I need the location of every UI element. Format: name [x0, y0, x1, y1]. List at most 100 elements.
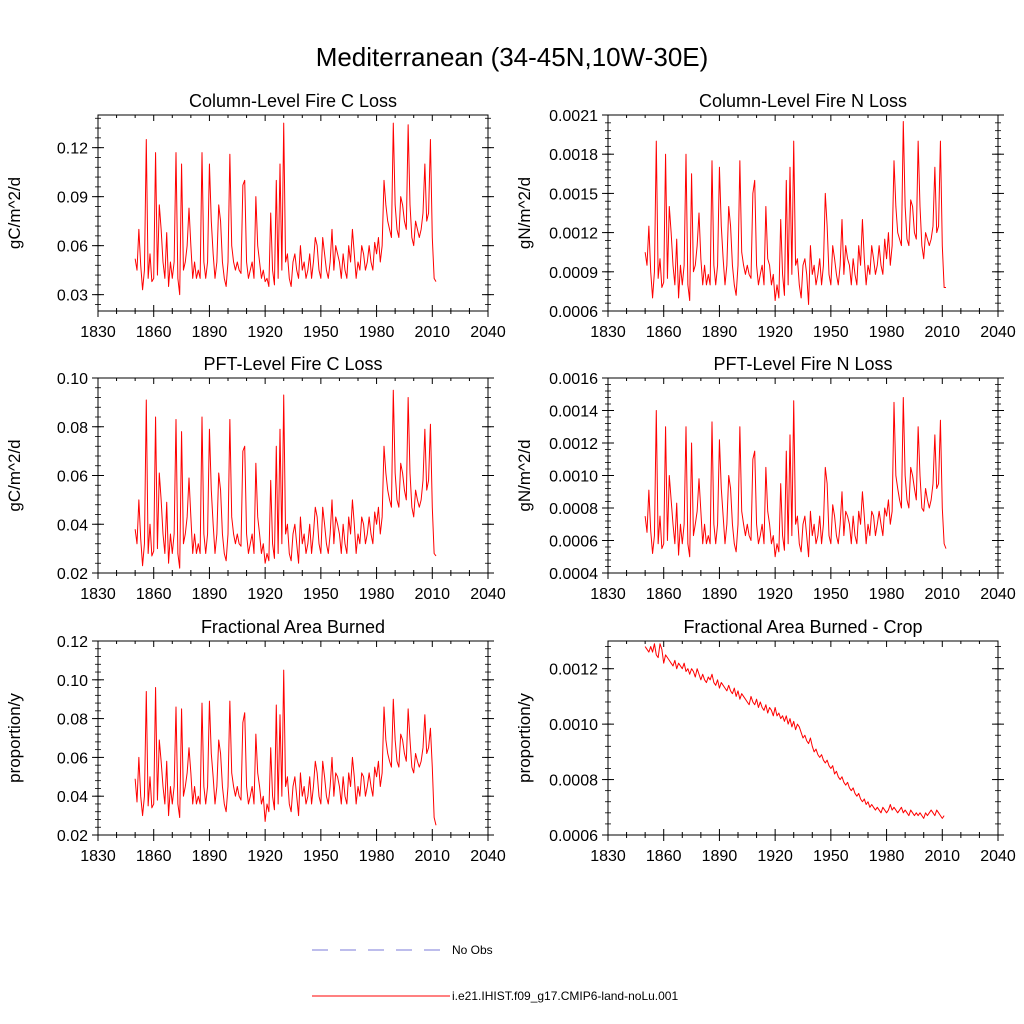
x-tick-label: 2040	[470, 848, 506, 865]
x-tick-label: 1890	[192, 586, 228, 603]
x-tick-label: 1860	[136, 848, 172, 865]
y-tick-label: 0.12	[57, 634, 88, 651]
panel-6: 1830 1860 1890 1920 1950 1980 2010 2040 0.0006 0.…	[515, 617, 1016, 865]
y-tick-label: 0.0012	[549, 226, 598, 243]
y-axis-label: gN/m^2/d	[515, 177, 534, 249]
x-tick-label: 1830	[590, 324, 626, 341]
y-tick-label: 0.02	[57, 566, 88, 583]
y-tick-label: 0.06	[57, 750, 88, 767]
y-tick-label: 0.04	[57, 517, 88, 534]
plot-frame	[97, 114, 489, 312]
x-tick-label: 1920	[247, 586, 283, 603]
y-axis-label: proportion/y	[515, 693, 534, 783]
x-tick-label: 2010	[924, 848, 960, 865]
x-tick-label: 1830	[80, 586, 116, 603]
y-tick-label: 0.0006	[549, 304, 598, 321]
y-tick-label: 0.0018	[549, 147, 598, 164]
x-tick-label: 1950	[303, 586, 339, 603]
series-line	[134, 389, 437, 569]
x-tick-label: 1830	[80, 324, 116, 341]
x-tick-label: 2040	[980, 324, 1016, 341]
y-tick-label: 0.10	[57, 673, 88, 690]
x-tick-label: 1920	[757, 586, 793, 603]
panel-title: Fractional Area Burned	[201, 617, 385, 637]
y-tick-label: 0.06	[57, 469, 88, 486]
x-tick-label: 1950	[813, 324, 849, 341]
figure-title: Mediterranean (34-45N,10W-30E)	[316, 42, 709, 72]
series-line	[644, 643, 945, 819]
y-tick-label: 0.0004	[549, 566, 598, 583]
y-tick-label: 0.0012	[549, 662, 598, 679]
x-tick-label: 1830	[590, 586, 626, 603]
panel-5: 1830 1860 1890 1920 1950 1980 2010 2040 0.02 0.04…	[5, 617, 506, 865]
series-line	[134, 122, 437, 296]
panel-title: PFT-Level Fire N Loss	[713, 354, 892, 374]
y-tick-label: 0.0006	[549, 828, 598, 845]
x-tick-label: 1890	[702, 324, 738, 341]
legend-label-no-obs: No Obs	[452, 943, 493, 957]
panels: 1830 1860 1890 1920 1950 1980 2010 2040 0.03 0.06…	[5, 91, 1016, 865]
x-tick-label: 1920	[757, 848, 793, 865]
plot-frame	[607, 114, 999, 312]
legend-label-model: i.e21.IHIST.f09_g17.CMIP6-land-noLu.001	[452, 989, 678, 1003]
y-tick-label: 0.0008	[549, 501, 598, 518]
x-tick-label: 2010	[924, 324, 960, 341]
series-line	[644, 121, 946, 305]
panel-title: Column-Level Fire N Loss	[699, 91, 907, 111]
x-tick-label: 1920	[757, 324, 793, 341]
legend: No Obs i.e21.IHIST.f09_g17.CMIP6-land-no…	[312, 943, 678, 1003]
y-tick-label: 0.0012	[549, 436, 598, 453]
y-tick-label: 0.0008	[549, 773, 598, 790]
panel-title: Fractional Area Burned - Crop	[683, 617, 922, 637]
x-tick-label: 1830	[590, 848, 626, 865]
x-tick-label: 1950	[813, 586, 849, 603]
y-tick-label: 0.04	[57, 789, 88, 806]
y-tick-label: 0.0016	[549, 371, 598, 388]
x-tick-label: 2010	[414, 586, 450, 603]
series-line	[644, 397, 947, 558]
x-tick-label: 2040	[980, 586, 1016, 603]
y-tick-label: 0.0015	[549, 186, 598, 203]
y-axis-label: gN/m^2/d	[515, 439, 534, 511]
x-tick-label: 1890	[702, 586, 738, 603]
x-tick-label: 1830	[80, 848, 116, 865]
x-tick-label: 1860	[646, 586, 682, 603]
y-axis-label: gC/m^2/d	[5, 439, 24, 511]
y-tick-label: 0.0010	[549, 717, 598, 734]
x-tick-label: 1980	[869, 324, 905, 341]
x-tick-label: 1920	[247, 324, 283, 341]
x-tick-label: 2040	[470, 324, 506, 341]
plot-frame	[607, 640, 999, 836]
x-tick-label: 2040	[980, 848, 1016, 865]
x-tick-label: 2010	[924, 586, 960, 603]
x-tick-label: 2040	[470, 586, 506, 603]
y-tick-label: 0.02	[57, 828, 88, 845]
y-tick-label: 0.12	[57, 141, 88, 158]
y-tick-label: 0.0006	[549, 534, 598, 551]
x-tick-label: 1860	[646, 848, 682, 865]
y-tick-label: 0.0021	[549, 108, 598, 125]
plot-frame	[97, 640, 489, 836]
panel-1: 1830 1860 1890 1920 1950 1980 2010 2040 0.03 0.06…	[5, 91, 506, 341]
y-tick-label: 0.09	[57, 190, 88, 207]
y-tick-label: 0.0010	[549, 469, 598, 486]
x-tick-label: 1860	[136, 586, 172, 603]
x-tick-label: 1980	[359, 848, 395, 865]
series-line	[134, 669, 437, 826]
y-axis-label: gC/m^2/d	[5, 177, 24, 249]
x-tick-label: 2010	[414, 848, 450, 865]
panel-title: PFT-Level Fire C Loss	[203, 354, 382, 374]
x-tick-label: 1860	[136, 324, 172, 341]
x-tick-label: 1950	[813, 848, 849, 865]
x-tick-label: 1920	[247, 848, 283, 865]
panel-2: 1830 1860 1890 1920 1950 1980 2010 2040 0.0006 0.…	[515, 91, 1016, 341]
x-tick-label: 1950	[303, 848, 339, 865]
y-tick-label: 0.06	[57, 239, 88, 256]
x-tick-label: 1890	[192, 848, 228, 865]
y-tick-label: 0.10	[57, 371, 88, 388]
y-tick-label: 0.08	[57, 420, 88, 437]
x-tick-label: 1890	[192, 324, 228, 341]
y-tick-label: 0.03	[57, 288, 88, 305]
y-tick-label: 0.0009	[549, 265, 598, 282]
